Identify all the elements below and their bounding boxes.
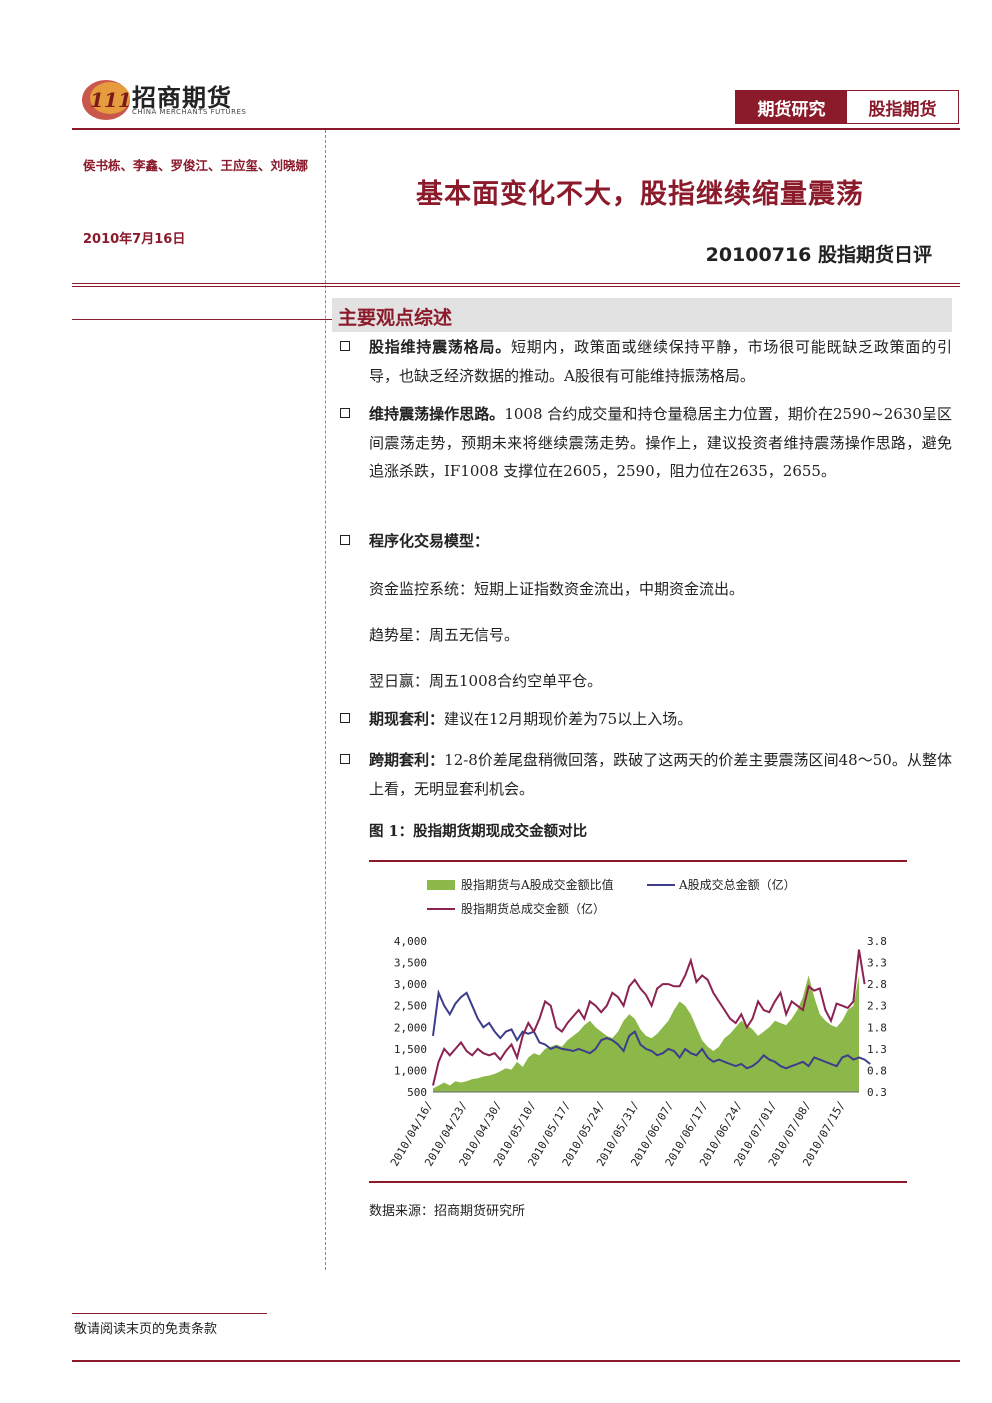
company-logo-icon: 111 xyxy=(82,80,132,120)
point-body: 建议在12月期现价差为75以上入场。 xyxy=(444,710,693,728)
series-area-ratio xyxy=(433,975,859,1092)
checkbox-bullet-icon xyxy=(340,754,350,764)
sidebar-rule xyxy=(72,319,332,320)
point-heading: 程序化交易模型： xyxy=(369,532,490,550)
model-line: 资金监控系统：短期上证指数资金流出，中期资金流出。 xyxy=(369,580,745,598)
model-line: 趋势星：周五无信号。 xyxy=(369,626,520,644)
header-divider xyxy=(72,128,960,130)
point-heading: 维持震荡操作思路。 xyxy=(369,405,505,423)
logo-text: 招商期货 xyxy=(132,83,232,112)
data-source: 数据来源：招商期货研究所 xyxy=(369,1204,526,1219)
report-title: 基本面变化不大，股指继续缩量震荡 xyxy=(416,179,864,210)
y-left-tick-label: 500 xyxy=(407,1086,427,1099)
y-right-tick-label: 1.8 xyxy=(867,1021,887,1034)
y-right-tick-label: 2.8 xyxy=(867,978,887,991)
point-item: 跨期套利：12-8价差尾盘稍微回落，跌破了这两天的价差主要震荡区间48～50。从… xyxy=(340,746,952,803)
category-tags: 期货研究 股指期货 xyxy=(735,90,959,124)
point-item: 股指维持震荡格局。短期内，政策面或继续保持平静，市场很可能既缺乏政策面的引导，也… xyxy=(340,333,952,390)
footer-rule xyxy=(72,1313,267,1314)
figure-caption: 图 1：股指期货期现成交金额对比 xyxy=(369,823,588,840)
y-right-tick-label: 3.8 xyxy=(867,935,887,948)
column-divider xyxy=(325,130,326,1270)
y-left-tick-label: 1,500 xyxy=(394,1043,427,1056)
point-item: 维持震荡操作思路。1008 合约成交量和持仓量稳居主力位置，期价在2590~26… xyxy=(340,400,952,486)
logo-subtext: CHINA MERCHANTS FUTURES xyxy=(132,108,247,116)
y-left-tick-label: 3,000 xyxy=(394,978,427,991)
series-line-futures xyxy=(432,949,866,1086)
series-line-a-share xyxy=(432,989,871,1070)
y-right-tick-label: 1.3 xyxy=(867,1043,887,1056)
figure-bottom-rule xyxy=(369,1181,907,1183)
legend-label-ratio: 股指期货与A股成交金额比值 xyxy=(461,877,614,892)
point-heading: 跨期套利： xyxy=(369,751,445,769)
y-left-tick-label: 2,500 xyxy=(394,1000,427,1013)
legend-swatch-ratio xyxy=(427,880,455,890)
tag-futures-research: 期货研究 xyxy=(736,91,847,123)
y-right-tick-label: 0.3 xyxy=(867,1086,887,1099)
report-date: 2010年7月16日 xyxy=(83,232,186,247)
legend-label-a-share: A股成交总金额（亿） xyxy=(678,877,796,892)
y-left-tick-label: 1,000 xyxy=(394,1064,427,1077)
point-item: 期现套利：建议在12月期现价差为75以上入场。 xyxy=(340,705,952,734)
y-right-tick-label: 0.8 xyxy=(867,1064,887,1077)
point-heading: 股指维持震荡格局。 xyxy=(369,338,511,356)
disclaimer-note: 敬请阅读末页的免责条款 xyxy=(74,1322,218,1337)
tag-index-futures: 股指期货 xyxy=(868,99,937,120)
turnover-chart: 股指期货与A股成交金额比值 A股成交总金额（亿） 股指期货总成交金额（亿） 4,000… xyxy=(388,877,887,1169)
title-divider-2 xyxy=(72,286,960,287)
y-left-tick-label: 4,000 xyxy=(394,935,427,948)
checkbox-bullet-icon xyxy=(340,408,350,418)
y-right-tick-label: 3.3 xyxy=(867,957,887,970)
page-bottom-rule xyxy=(72,1360,960,1362)
checkbox-bullet-icon xyxy=(340,341,350,351)
y-left-tick-label: 3,500 xyxy=(394,957,427,970)
point-heading: 期现套利： xyxy=(369,710,445,728)
section-header-bar xyxy=(332,298,952,332)
figure-top-rule xyxy=(369,860,907,862)
checkbox-bullet-icon xyxy=(340,713,350,723)
point-body: 12-8价差尾盘稍微回落，跌破了这两天的价差主要震荡区间48～50。从整体上看，… xyxy=(369,751,952,798)
model-line: 翌日赢：周五1008合约空单平仓。 xyxy=(369,672,603,690)
author-list: 侯书栋、李鑫、罗俊江、王应玺、刘晓娜 xyxy=(83,158,309,173)
checkbox-bullet-icon xyxy=(340,535,350,545)
point-body: 短期内，政策面或继续保持平静，市场很可能既缺乏政策面的引导，也缺乏经济数据的推动… xyxy=(369,338,952,385)
title-divider xyxy=(72,283,960,284)
point-body: 1008 合约成交量和持仓量稳居主力位置，期价在2590~2630呈区间震荡走势… xyxy=(369,405,952,480)
y-right-tick-label: 2.3 xyxy=(867,1000,887,1013)
y-left-tick-label: 2,000 xyxy=(394,1021,427,1034)
svg-text:111: 111 xyxy=(90,88,132,112)
legend-label-futures: 股指期货总成交金额（亿） xyxy=(461,901,605,916)
point-item: 程序化交易模型： xyxy=(340,527,952,556)
report-subtitle: 20100716 股指期货日评 xyxy=(705,244,932,266)
section-title: 主要观点综述 xyxy=(338,307,453,329)
